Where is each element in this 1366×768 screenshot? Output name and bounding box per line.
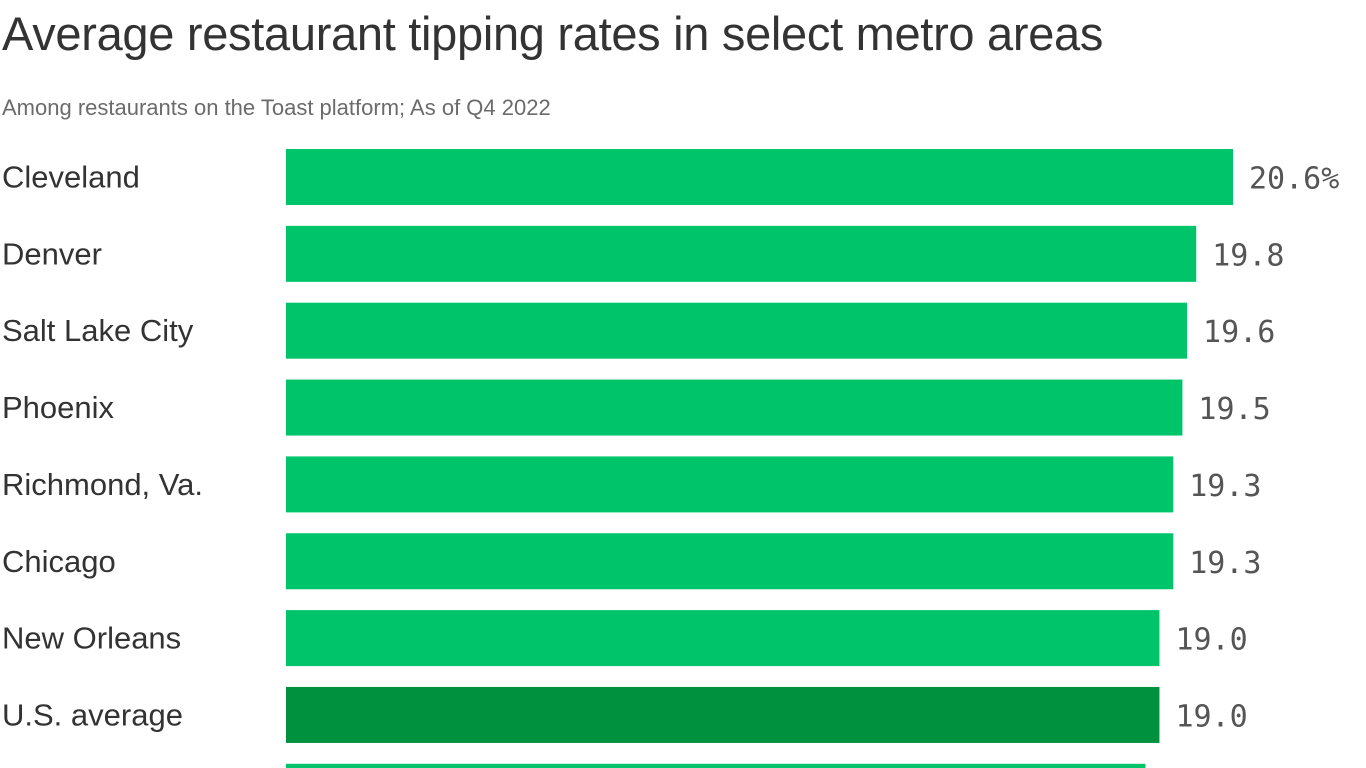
value-label-chicago: 19.3 — [1189, 546, 1261, 581]
category-label-chicago: Chicago — [2, 544, 116, 579]
bar-denver — [286, 225, 1197, 282]
bar-salt-lake-city — [286, 302, 1188, 359]
value-label-u-s-average: 19.0 — [1175, 699, 1247, 734]
category-label-richmond-va: Richmond, Va. — [2, 467, 203, 502]
bar-cropped-next — [286, 763, 1146, 768]
category-label-new-orleans: New Orleans — [2, 621, 181, 656]
category-label-u-s-average: U.S. average — [2, 697, 183, 732]
category-label-salt-lake-city: Salt Lake City — [2, 313, 194, 348]
bar-u-s-average — [286, 686, 1160, 743]
bar-richmond-va — [286, 456, 1174, 513]
category-label-phoenix: Phoenix — [2, 390, 115, 425]
bar-cleveland — [286, 149, 1233, 205]
value-label-salt-lake-city: 19.6 — [1203, 315, 1275, 350]
bar-phoenix — [286, 379, 1183, 436]
bar-chicago — [286, 533, 1174, 590]
value-label-phoenix: 19.5 — [1198, 392, 1270, 427]
value-label-cleveland: 20.6% — [1249, 162, 1339, 197]
bar-new-orleans — [286, 610, 1160, 667]
chart-title: Average restaurant tipping rates in sele… — [2, 7, 1104, 60]
category-label-denver: Denver — [2, 236, 102, 271]
category-label-cleveland: Cleveland — [2, 160, 140, 195]
value-label-new-orleans: 19.0 — [1175, 623, 1247, 658]
value-label-denver: 19.8 — [1212, 238, 1284, 273]
value-label-richmond-va: 19.3 — [1189, 469, 1261, 504]
chart-subtitle: Among restaurants on the Toast platform;… — [2, 95, 551, 120]
